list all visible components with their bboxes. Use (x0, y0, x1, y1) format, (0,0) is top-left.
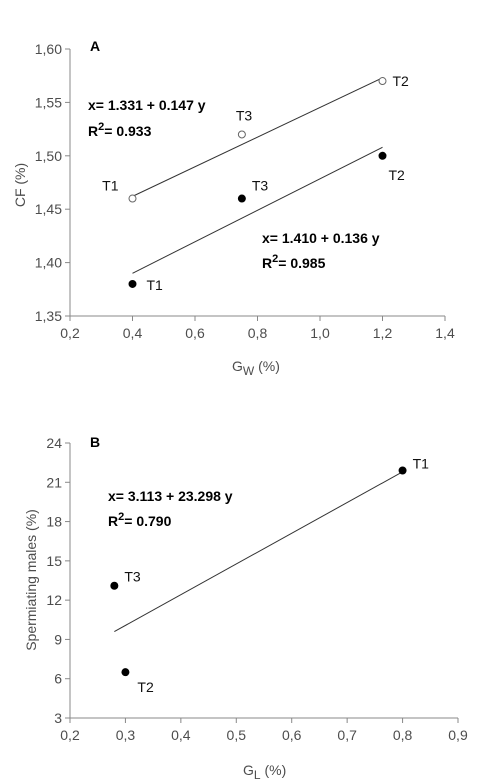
regression-line (114, 471, 403, 633)
y-tick-label: 15 (46, 553, 62, 569)
y-tick-label: 6 (54, 671, 62, 687)
x-tick-label: 0,4 (171, 727, 191, 743)
x-tick-label: 0,5 (227, 727, 247, 743)
panel-a-r2-open: R2= 0.933 (88, 121, 152, 139)
data-point (128, 279, 137, 288)
panel-a-x-axis-label: GW (%) (232, 358, 280, 378)
y-tick-label: 9 (54, 631, 62, 647)
data-point (128, 194, 137, 203)
point-label: T2 (137, 679, 154, 695)
point-label: T1 (147, 277, 164, 293)
data-point (378, 77, 387, 86)
x-tick-label: 1,4 (435, 325, 455, 341)
x-tick-label: 0,6 (185, 325, 205, 341)
y-tick-label: 18 (46, 514, 62, 530)
x-tick-label: 1,2 (373, 325, 393, 341)
panel-b-r2: R2= 0.790 (108, 511, 172, 529)
y-tick-label: 1,50 (35, 148, 62, 164)
point-label: T2 (393, 73, 410, 89)
y-tick-label: 21 (46, 474, 62, 490)
point-label: T3 (252, 178, 269, 194)
regression-line (132, 146, 383, 274)
x-tick-label: 0,6 (282, 727, 302, 743)
point-label: T2 (389, 167, 406, 183)
regression-line (132, 77, 383, 197)
panel-b-y-axis-label: Spermiating males (%) (23, 509, 39, 651)
y-tick-label: 1,40 (35, 255, 62, 271)
y-tick-label: 1,35 (35, 308, 62, 324)
y-tick-label: 12 (46, 592, 62, 608)
panel-a-equation-filled: x= 1.410 + 0.136 y (262, 230, 380, 246)
x-tick-label: 0,2 (60, 727, 80, 743)
data-point (237, 194, 246, 203)
y-tick-label: 1,55 (35, 94, 62, 110)
point-label: T3 (124, 569, 141, 585)
data-point (398, 466, 407, 475)
panel-b-label: B (90, 434, 100, 450)
x-tick-label: 0,7 (337, 727, 357, 743)
panel-a-chart: 0,2 0,4 0,6 0,8 1,0 1,2 1,4 1,35 1,40 1,45 1,50 1,5… (12, 38, 455, 378)
panel-a-equation-open: x= 1.331 + 0.147 y (88, 97, 206, 113)
x-tick-label: 0,8 (393, 727, 413, 743)
panel-b-chart: 0,2 0,3 0,4 0,5 0,6 0,7 0,8 0,9 3 6 9 12 15 18 21 24 T1… (23, 434, 468, 782)
x-tick-label: 0,4 (123, 325, 143, 341)
panel-a-label: A (90, 38, 100, 54)
x-tick-label: 0,8 (248, 325, 268, 341)
x-tick-label: 0,2 (60, 325, 80, 341)
y-tick-label: 1,60 (35, 41, 62, 57)
data-point (121, 668, 130, 677)
panel-a-r2-filled: R2= 0.985 (262, 253, 326, 271)
y-tick-label: 1,45 (35, 201, 62, 217)
y-tick-label: 24 (46, 435, 62, 451)
y-tick-label: 3 (54, 710, 62, 726)
data-point (110, 581, 119, 590)
x-tick-label: 0,9 (448, 727, 468, 743)
data-point (378, 151, 387, 160)
panel-b-equation: x= 3.113 + 23.298 y (108, 488, 233, 504)
x-tick-label: 0,3 (116, 727, 136, 743)
point-label: T1 (413, 456, 430, 472)
panel-b-x-axis-label: GL (%) (243, 762, 286, 782)
panel-a-y-axis-label: CF (%) (12, 163, 28, 207)
data-point (237, 130, 246, 139)
x-tick-label: 1,0 (310, 325, 330, 341)
point-label: T3 (236, 107, 253, 123)
point-label: T1 (102, 178, 119, 194)
